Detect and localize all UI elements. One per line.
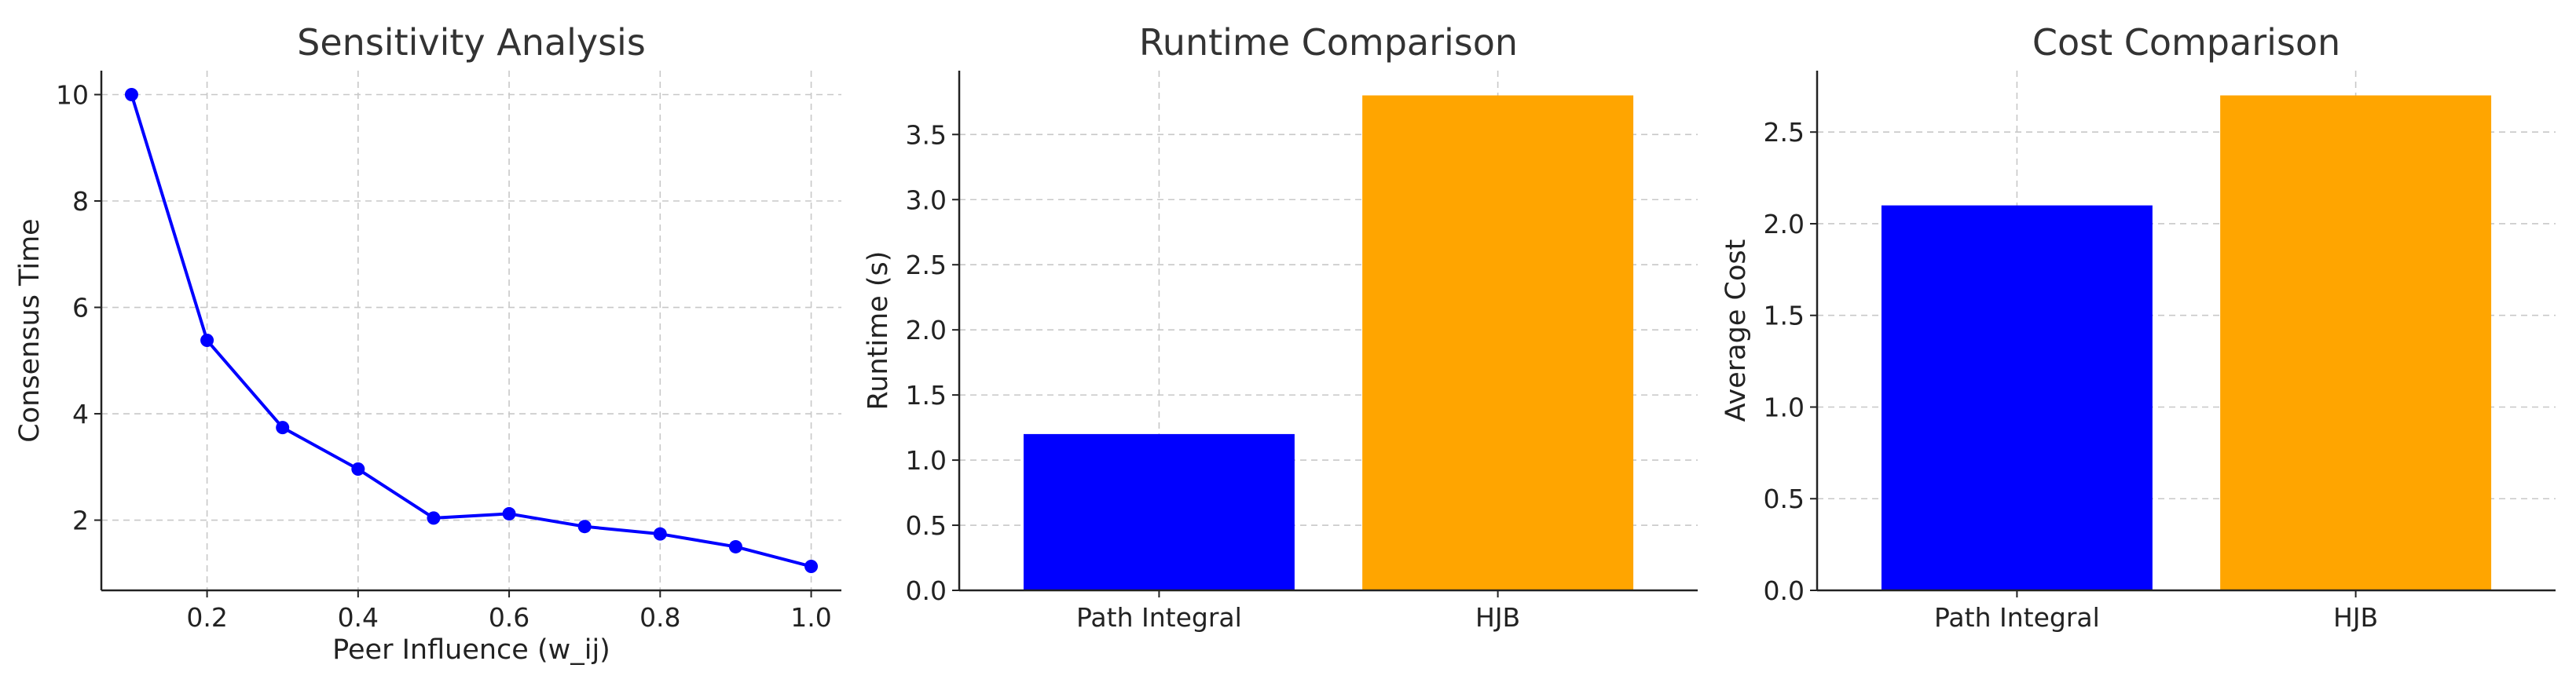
y-tick-label: 3.0 <box>906 184 947 215</box>
chart-title: Cost Comparison <box>2032 21 2340 64</box>
y-tick-label: 0.0 <box>1764 575 1805 606</box>
y-tick-label: 8 <box>72 186 89 217</box>
y-tick-label: 6 <box>72 293 89 323</box>
y-axis-label: Consensus Time <box>14 218 46 442</box>
data-point <box>653 527 667 541</box>
y-tick-label: 2.5 <box>1764 117 1805 148</box>
y-tick-label: 4 <box>72 399 89 429</box>
y-axis-label: Average Cost <box>1720 239 1752 422</box>
series-line <box>130 93 812 568</box>
subplot-3: 0.0 0.5 1.0 1.5 2.0 2.5 Path Integral HJB Cost C… <box>1720 21 2556 633</box>
bar-2 <box>2220 95 2492 591</box>
chart-title: Sensitivity Analysis <box>297 21 646 64</box>
y-tick-label: 1.5 <box>906 380 947 411</box>
data-point <box>276 421 290 435</box>
data-point <box>804 560 819 574</box>
category-label: HJB <box>1475 602 1520 633</box>
y-axis-label: Runtime (s) <box>863 251 894 411</box>
data-point <box>427 511 441 525</box>
category-label: HJB <box>2333 602 2378 633</box>
x-tick-label: 0.2 <box>186 602 227 633</box>
x-tick-label: 0.8 <box>639 602 680 633</box>
data-point <box>124 87 138 101</box>
y-tick-label: 1.0 <box>906 445 947 476</box>
data-point <box>351 462 365 477</box>
y-tick-label: 2.0 <box>906 315 947 345</box>
bar-1 <box>1023 433 1295 590</box>
bar-1 <box>1881 205 2153 590</box>
x-tick-label: 1.0 <box>790 602 831 633</box>
data-point <box>502 506 516 520</box>
y-tick-label: 0.0 <box>906 575 947 606</box>
y-tick-label: 1.5 <box>1764 301 1805 331</box>
x-tick-label: 0.4 <box>338 602 379 633</box>
y-tick-label: 2.5 <box>906 250 947 280</box>
y-tick-label: 0.5 <box>1764 484 1805 514</box>
category-label: Path Integral <box>1076 602 1242 633</box>
y-tick-label: 0.5 <box>906 510 947 541</box>
data-point <box>728 539 742 553</box>
data-point <box>577 520 592 534</box>
x-tick-label: 0.6 <box>489 602 529 633</box>
x-axis-label: Peer Influence (w_ij) <box>332 634 610 666</box>
y-tick-label: 2 <box>72 506 89 536</box>
chart-title: Runtime Comparison <box>1139 21 1518 64</box>
y-tick-label: 2.0 <box>1764 209 1805 239</box>
y-tick-label: 1.0 <box>1764 392 1805 422</box>
category-label: Path Integral <box>1934 602 2100 633</box>
subplot-1: 2 4 6 8 10 0.2 0.4 0.6 0.8 1.0 Sensitivity Analysi… <box>14 21 841 666</box>
subplot-2: 0.0 0.5 1.0 1.5 2.0 2.5 3.0 3.5 Path Integral HJB… <box>863 21 1698 633</box>
bar-2 <box>1362 95 1634 591</box>
data-point <box>200 334 214 348</box>
y-tick-label: 10 <box>56 79 89 110</box>
y-tick-label: 3.5 <box>906 119 947 150</box>
